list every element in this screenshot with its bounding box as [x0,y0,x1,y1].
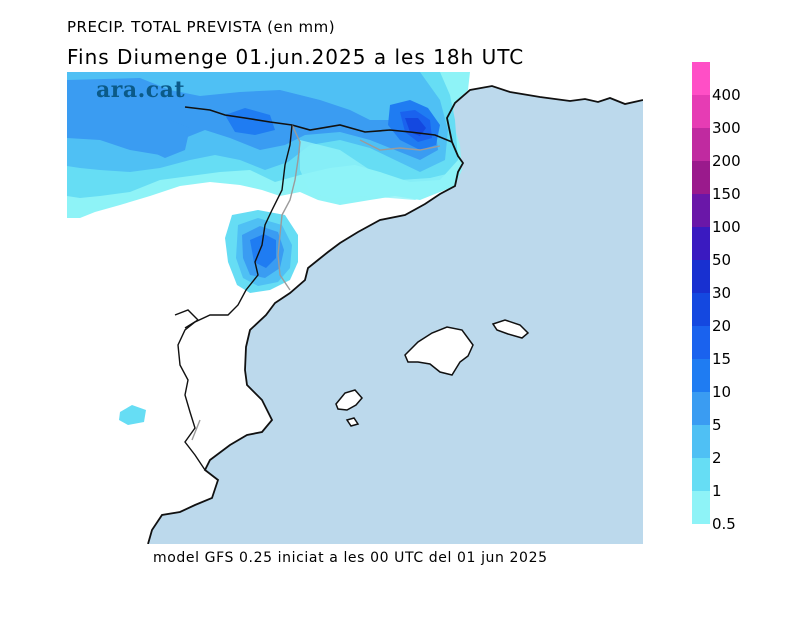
coastline [147,85,643,544]
legend-swatch [692,392,710,425]
ara-logo: ara.cat [96,77,186,103]
legend-label: 50 [712,251,732,269]
legend-label: 1 [712,482,722,500]
international-border [184,106,453,143]
legend-swatch [692,62,710,95]
legend-label: 20 [712,317,732,335]
island-formentera [345,417,360,427]
legend-swatch [692,95,710,128]
island-mallorca [404,326,474,376]
legend-swatch [692,260,710,293]
legend-label: 400 [712,86,741,104]
legend-swatch [692,194,710,227]
legend-label: 300 [712,119,741,137]
legend-swatch [692,326,710,359]
island-eivissa [335,389,363,411]
regional-border-west [177,124,293,471]
regional-border-valencia [191,419,201,441]
map-subtitle: Fins Diumenge 01.jun.2025 a les 18h UTC [67,45,525,69]
map-title: PRECIP. TOTAL PREVISTA (en mm) [67,18,336,36]
legend-label: 0.5 [712,515,736,533]
legend-swatch [692,161,710,194]
island-menorca [491,319,530,339]
legend-label: 100 [712,218,741,236]
regional-border-aragon [277,124,301,291]
legend-swatch [692,491,710,524]
legend-swatch [692,458,710,491]
legend-swatch [692,128,710,161]
legend-swatch [692,359,710,392]
legend-label: 150 [712,185,741,203]
regional-border-segment [174,309,200,329]
legend-label: 30 [712,284,732,302]
legend-label: 10 [712,383,732,401]
model-footer: model GFS 0.25 iniciat a les 00 UTC del … [153,550,548,566]
legend-swatch [692,293,710,326]
legend-label: 200 [712,152,741,170]
legend-swatch [692,227,710,260]
legend-label: 2 [712,449,722,467]
legend-label: 5 [712,416,722,434]
regional-border-catalonia-inner [359,139,441,151]
legend-label: 15 [712,350,732,368]
land-area [67,72,643,544]
legend-swatch [692,425,710,458]
